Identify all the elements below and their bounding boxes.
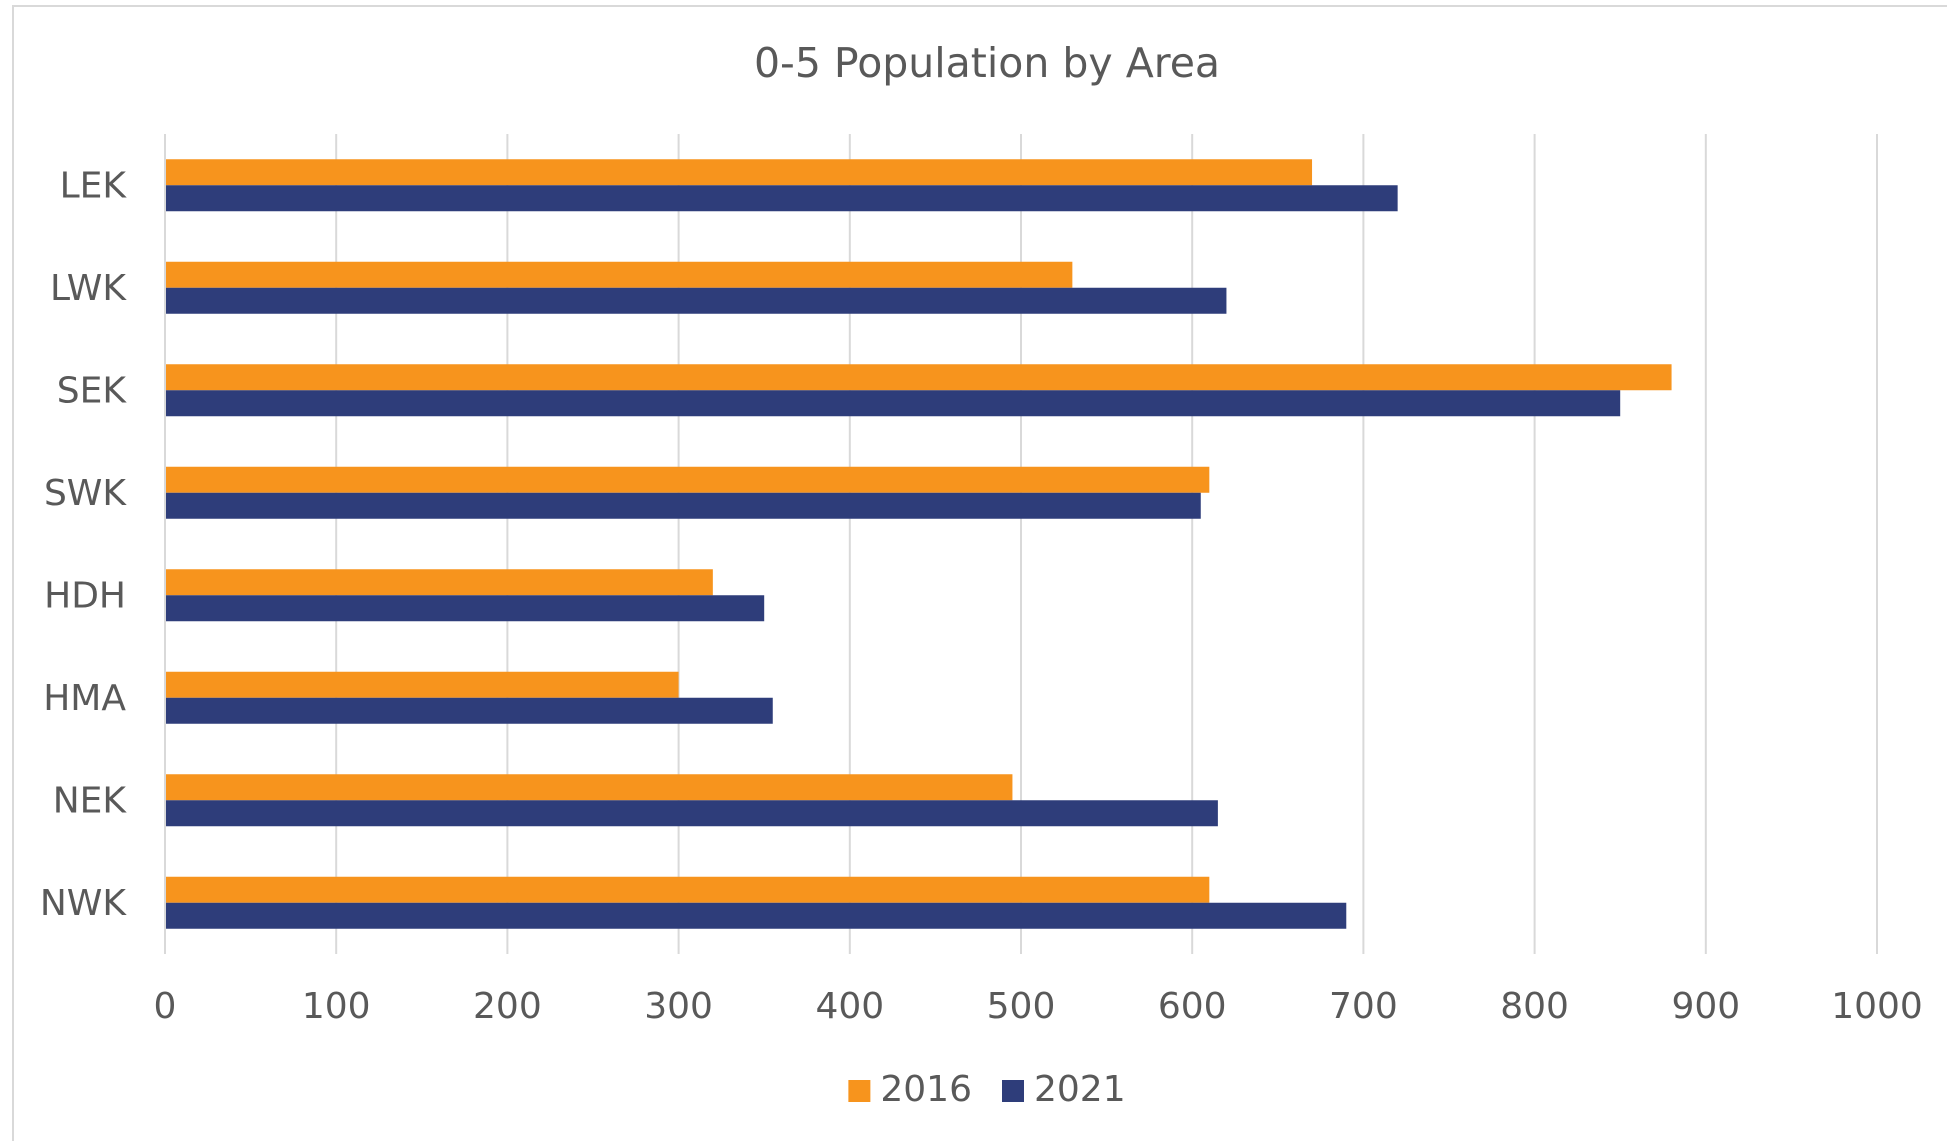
legend-label: 2016: [880, 1069, 972, 1110]
bar: [165, 595, 765, 622]
bar: [165, 697, 773, 724]
bar: [165, 569, 713, 596]
bar: [165, 364, 1672, 391]
x-tick-label: 1000: [1831, 986, 1923, 1027]
legend-swatch: [1002, 1080, 1024, 1102]
y-tick-label: NWK: [40, 883, 128, 924]
bar: [165, 287, 1227, 314]
legend-swatch: [848, 1080, 871, 1102]
y-tick-label: LWK: [50, 268, 127, 309]
y-tick-label: SEK: [57, 370, 128, 411]
y-tick-label: LEK: [60, 165, 128, 206]
y-tick-label: HMA: [43, 678, 126, 719]
bar: [165, 774, 1013, 801]
legend-label: 2021: [1034, 1069, 1126, 1110]
bar: [165, 902, 1347, 929]
y-tick-label: HDH: [44, 575, 126, 616]
y-tick-label: NEK: [53, 780, 128, 821]
bar: [165, 159, 1313, 186]
bar: [165, 800, 1218, 827]
bar: [165, 261, 1073, 288]
x-tick-label: 0: [154, 986, 177, 1027]
x-tick-label: 200: [473, 986, 542, 1027]
x-tick-label: 300: [644, 986, 713, 1027]
x-tick-label: 600: [1158, 986, 1227, 1027]
x-tick-label: 500: [987, 986, 1056, 1027]
bar: [165, 671, 679, 698]
bar: [165, 466, 1210, 493]
y-tick-label: SWK: [44, 473, 127, 514]
bar: [165, 492, 1201, 519]
bar: [165, 185, 1398, 212]
bar: [165, 390, 1621, 417]
x-tick-label: 800: [1500, 986, 1569, 1027]
bar: [165, 876, 1210, 903]
chart-title: 0-5 Population by Area: [754, 39, 1220, 87]
x-tick-label: 900: [1671, 986, 1740, 1027]
x-tick-label: 100: [302, 986, 371, 1027]
x-tick-label: 700: [1329, 986, 1398, 1027]
x-tick-label: 400: [815, 986, 884, 1027]
